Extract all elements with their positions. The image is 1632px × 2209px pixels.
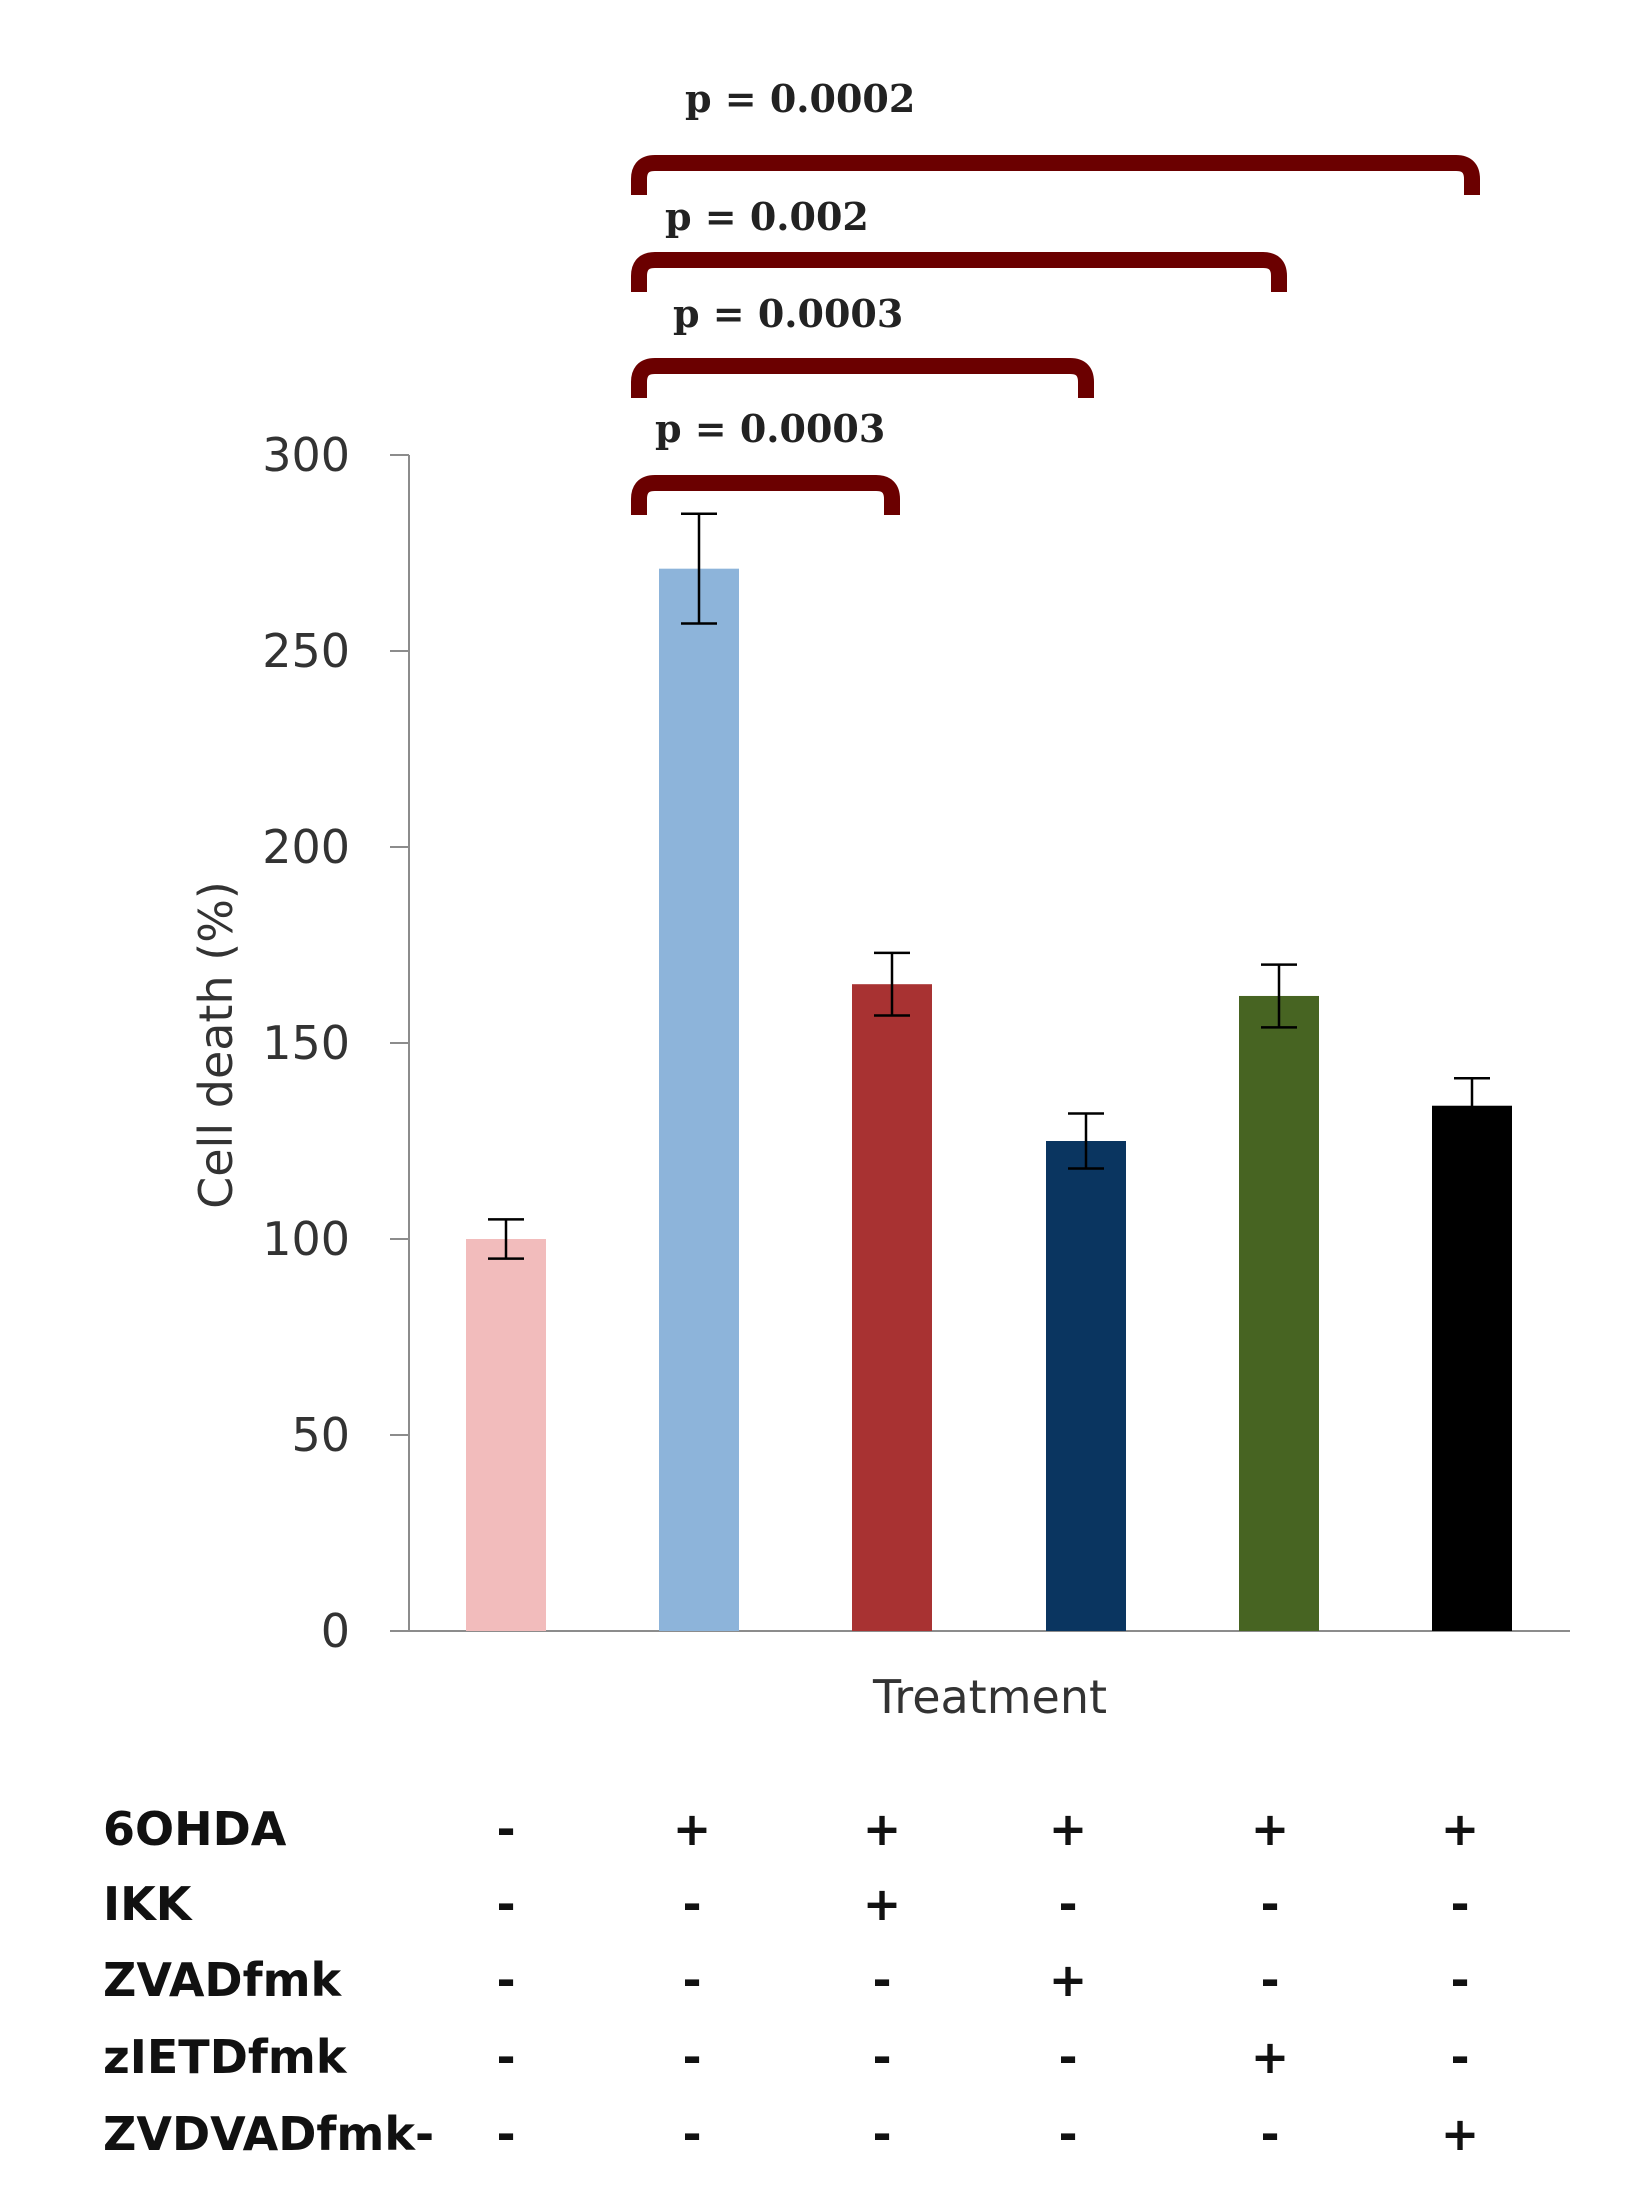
treatment-sign: +	[673, 1802, 712, 1856]
treatment-sign: -	[496, 1802, 515, 1856]
y-ticks: 0 50 100 150 200 250 300	[262, 428, 409, 1658]
treatment-sign: -	[682, 2107, 701, 2161]
treatment-sign: +	[1441, 1802, 1480, 1856]
significance-bracket: p = 0.002	[631, 194, 1287, 292]
p-value-label: p = 0.0003	[673, 291, 903, 336]
treatment-sign: -	[682, 1953, 701, 2007]
treatment-row-IKK: IKK - - + - - -	[103, 1877, 1470, 1931]
treatment-sign: -	[1058, 1877, 1077, 1931]
treatment-sign: -	[1058, 2107, 1077, 2161]
significance-bracket: p = 0.0003	[631, 406, 900, 515]
bars	[466, 568, 1512, 1632]
treatment-sign: -	[1260, 2107, 1279, 2161]
treatment-sign: -	[872, 2030, 891, 2084]
significance-bracket: p = 0.0003	[631, 291, 1094, 398]
treatment-name: IKK	[103, 1877, 194, 1931]
error-bar-3	[874, 951, 910, 1017]
bar-1	[466, 1239, 546, 1631]
axes	[390, 455, 1570, 1632]
bar-2	[659, 568, 739, 1632]
treatment-row-6OHDA: 6OHDA - + + + + +	[103, 1802, 1479, 1856]
error-bar-6	[1454, 1077, 1490, 1135]
treatment-sign: -	[1450, 1877, 1469, 1931]
bar-5	[1239, 995, 1319, 1631]
treatment-sign: +	[1251, 1802, 1290, 1856]
bar-3	[852, 984, 932, 1631]
y-tick-label: 150	[262, 1016, 350, 1070]
treatment-table: 6OHDA - + + + + +IKK - - + - - -ZVADfmk - - - + - -zIETDfm…	[103, 1802, 1479, 2161]
p-value-label: p = 0.0003	[655, 406, 885, 451]
treatment-sign: +	[1049, 1953, 1088, 2007]
treatment-sign: -	[872, 2107, 891, 2161]
bar-6	[1432, 1105, 1512, 1631]
error-bar-1	[488, 1218, 524, 1260]
error-bar-5	[1261, 963, 1297, 1029]
p-value-label: p = 0.0002	[685, 76, 915, 121]
treatment-sign: +	[1251, 2030, 1290, 2084]
treatment-row-ZVDVADfmk-: ZVDVADfmk- - - - - - +	[103, 2107, 1479, 2161]
treatment-sign: -	[496, 1953, 515, 2007]
treatment-sign: -	[682, 1877, 701, 1931]
treatment-sign: -	[496, 1877, 515, 1931]
treatment-sign: -	[1450, 1953, 1469, 2007]
treatment-row-zIETDfmk: zIETDfmk - - - - + -	[103, 2030, 1470, 2084]
y-tick-label: 300	[262, 428, 350, 482]
error-bar-2	[681, 512, 717, 625]
y-tick-label: 100	[262, 1212, 350, 1266]
y-tick-label: 200	[262, 820, 350, 874]
treatment-name: ZVADfmk	[103, 1953, 343, 2007]
treatment-name: zIETDfmk	[103, 2030, 348, 2084]
treatment-sign: -	[1260, 1953, 1279, 2007]
treatment-sign: -	[1260, 1877, 1279, 1931]
error-bars	[488, 512, 1490, 1260]
treatment-sign: -	[1450, 2030, 1469, 2084]
bracket-line	[631, 358, 1094, 398]
p-value-label: p = 0.002	[665, 194, 869, 239]
x-axis-title: Treatment	[872, 1670, 1107, 1724]
significance-bracket: p = 0.0002	[631, 76, 1480, 195]
y-axis-title: Cell death (%)	[189, 881, 243, 1209]
treatment-sign: +	[863, 1802, 902, 1856]
y-tick-label: 250	[262, 624, 350, 678]
treatment-sign: +	[1049, 1802, 1088, 1856]
y-tick-label: 50	[291, 1408, 350, 1462]
bracket-line	[631, 155, 1480, 195]
treatment-name: 6OHDA	[103, 1802, 287, 1856]
treatment-sign: +	[1441, 2107, 1480, 2161]
treatment-sign: -	[496, 2030, 515, 2084]
treatment-sign: -	[496, 2107, 515, 2161]
treatment-name: ZVDVADfmk-	[103, 2107, 434, 2161]
treatment-sign: -	[1058, 2030, 1077, 2084]
y-tick-label: 0	[321, 1604, 350, 1658]
significance-brackets: p = 0.0003 p = 0.0003 p = 0.002 p = 0.0002	[631, 76, 1480, 515]
treatment-sign: -	[872, 1953, 891, 2007]
treatment-sign: +	[863, 1877, 902, 1931]
treatment-row-ZVADfmk: ZVADfmk - - - + - -	[103, 1953, 1470, 2007]
bar-4	[1046, 1141, 1126, 1631]
bracket-line	[631, 252, 1287, 292]
bracket-line	[631, 475, 900, 515]
treatment-sign: -	[682, 2030, 701, 2084]
error-bar-4	[1068, 1112, 1104, 1170]
